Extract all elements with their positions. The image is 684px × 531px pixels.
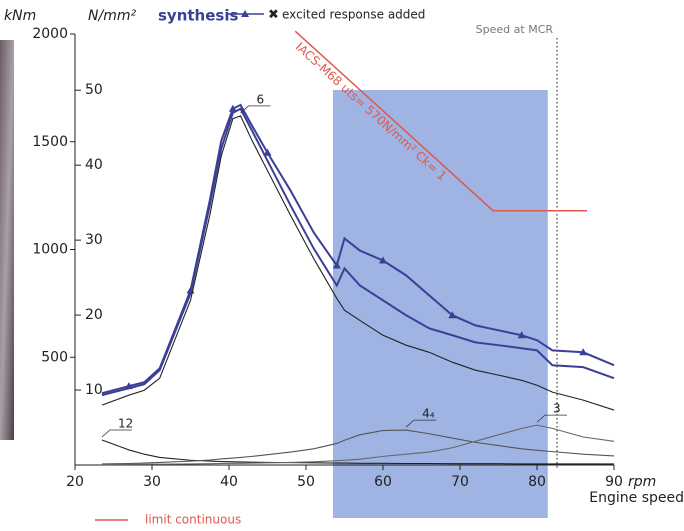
mcr-label: Speed at MCR [476,23,554,36]
curve-label-leader [102,430,132,437]
x-axis-label: Engine speed [589,490,684,506]
y-tick-label: 1500 [32,134,68,150]
curve-label: 3 [553,402,561,416]
y2-tick-label: 30 [85,232,103,248]
y-tick-label: 500 [41,349,68,365]
x-tick-label: 80 [528,474,546,490]
chart-title: synthesis [158,7,238,25]
x-tick-label: 70 [451,474,469,490]
curve-label: 12 [118,417,133,431]
y2-tick-label: 40 [85,157,103,173]
x-tick-label: 20 [66,474,84,490]
y-tick-label: 2000 [32,26,68,42]
y2-tick-label: 50 [85,82,103,98]
limit-legend-label: limit continuous [145,513,241,527]
photo-strip [0,40,14,440]
x-unit: rpm [628,474,656,490]
x-tick-label: 60 [374,474,392,490]
curve-label: 4₄ [422,407,435,421]
chart: Speed at MCR 20 30 40 50 60 70 80 90 500 1000 1500 2… [0,0,684,531]
legend-label: excited response added [282,8,425,22]
y2-tick-label: 10 [85,382,103,398]
curve-label: 6 [257,92,265,106]
legend-cross: ✖ [268,8,279,23]
x-tick-label: 90 [605,474,623,490]
y-axis-label: kNm [4,8,36,24]
x-tick-label: 50 [297,474,315,490]
y-tick-label: 1000 [32,242,68,258]
y2-tick-label: 20 [85,307,103,323]
x-tick-label: 30 [143,474,161,490]
x-tick-label: 40 [220,474,238,490]
y2-axis-label: N/mm² [88,8,136,24]
